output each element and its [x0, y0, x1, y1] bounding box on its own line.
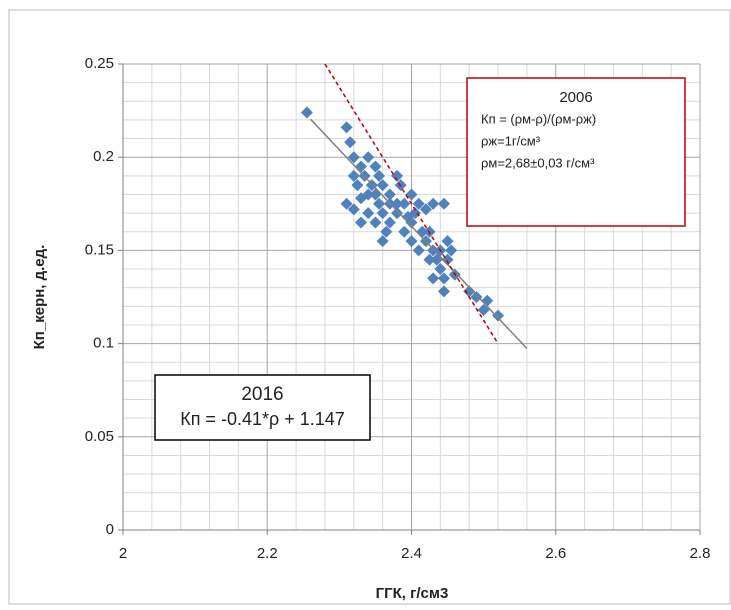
scatter-point — [347, 169, 360, 182]
trend-line — [309, 118, 528, 349]
scatter-point — [376, 179, 389, 192]
scatter-point — [437, 272, 450, 285]
y-tick-label: 0.1 — [93, 335, 114, 352]
annotation-text: 2016 — [241, 384, 283, 405]
scatter-point — [398, 197, 411, 210]
scatter-point — [347, 203, 360, 216]
scatter-point — [423, 253, 436, 266]
scatter-point — [373, 169, 386, 182]
scatter-point — [441, 235, 454, 248]
annotation-text: Кп = -0.41*ρ + 1.147 — [180, 409, 345, 429]
x-tick-label: 2 — [119, 545, 127, 562]
y-tick-label: 0.05 — [85, 428, 114, 445]
scatter-point — [445, 244, 458, 257]
scatter-point — [369, 160, 382, 173]
scatter-point — [492, 309, 505, 322]
scatter-point — [463, 285, 476, 298]
scatter-point — [376, 235, 389, 248]
scatter-point — [405, 188, 418, 201]
x-tick-label: 2.4 — [401, 545, 422, 562]
scatter-point — [398, 225, 411, 238]
x-tick-label: 2.6 — [545, 545, 566, 562]
annotation-box — [154, 374, 371, 441]
scatter-point — [437, 285, 450, 298]
y-axis-label: Кп_керн, д.ед. — [31, 245, 48, 350]
trend-line — [324, 63, 499, 344]
scatter-point — [427, 197, 440, 210]
x-tick-label: 2.2 — [257, 545, 278, 562]
scatter-point — [383, 188, 396, 201]
y-tick-label: 0.15 — [85, 241, 114, 258]
scatter-point — [380, 225, 393, 238]
annotation-box — [466, 77, 686, 227]
scatter-point — [427, 244, 440, 257]
scatter-point — [355, 216, 368, 229]
scatter-point — [419, 203, 432, 216]
annotation-text: ρм=2,68±0,03 г/см³ — [481, 155, 595, 170]
scatter-point — [391, 169, 404, 182]
x-tick-label: 2.8 — [690, 545, 711, 562]
scatter-point — [340, 121, 353, 134]
scatter-point — [427, 272, 440, 285]
scatter-point — [347, 151, 360, 164]
scatter-point — [351, 179, 364, 192]
scatter-point — [362, 207, 375, 220]
scatter-point — [383, 216, 396, 229]
scatter-point — [412, 197, 425, 210]
scatter-point — [412, 244, 425, 257]
annotation-text: ρж=1г/см³ — [481, 133, 541, 148]
scatter-point — [477, 304, 490, 317]
scatter-point — [362, 151, 375, 164]
annotation-text: Кп = (ρм-ρ)/(ρм-ρж) — [481, 111, 596, 126]
x-axis-label: ГГК, г/см3 — [376, 585, 449, 602]
scatter-point — [369, 216, 382, 229]
scatter-point — [437, 197, 450, 210]
scatter-point — [340, 197, 353, 210]
scatter-point — [405, 235, 418, 248]
scatter-point — [470, 291, 483, 303]
y-tick-label: 0 — [106, 521, 114, 538]
annotation: 2006 Кп = (ρм-ρ)/(ρм-ρж) ρж=1г/см³ ρм=2,68±… — [466, 77, 686, 227]
scatter-point — [373, 197, 386, 210]
scatter-point — [300, 106, 313, 119]
scatter-point — [391, 207, 404, 220]
y-tick-label: 0.2 — [93, 148, 114, 165]
annotation-text: 2006 — [559, 89, 592, 106]
scatter-point — [434, 263, 447, 276]
scatter-point — [376, 207, 389, 220]
y-tick-label: 0.25 — [85, 55, 114, 72]
scatter-point — [362, 188, 375, 201]
scatter-point — [344, 136, 357, 149]
annotation: 2016 Кп = -0.41*ρ + 1.147 — [154, 374, 371, 441]
